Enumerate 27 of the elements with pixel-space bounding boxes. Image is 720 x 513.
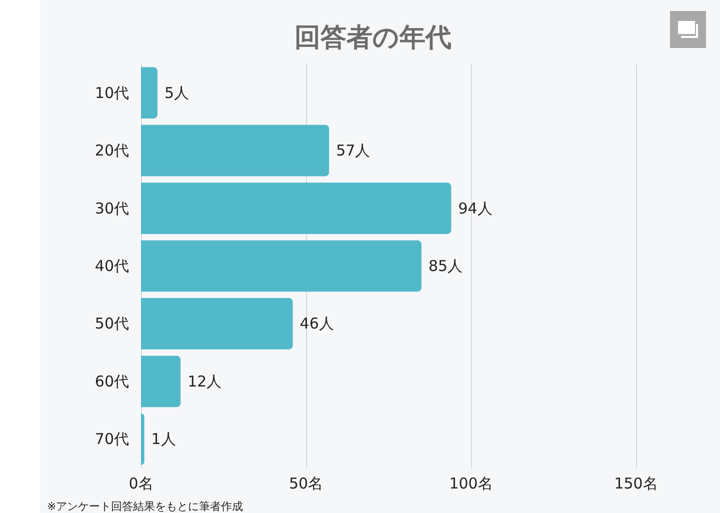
data-label: 12人 <box>188 372 222 390</box>
data-label: 1人 <box>151 430 176 448</box>
bar <box>141 182 452 234</box>
data-label: 85人 <box>428 257 463 275</box>
y-tick-label: 50代 <box>94 314 129 333</box>
x-tick-label: 0名 <box>128 474 154 492</box>
text: ※アンケート回答結果をもとに筆者作成 <box>47 500 244 513</box>
y-tick-label: 30代 <box>94 199 129 218</box>
bar <box>141 240 422 292</box>
data-label: 57人 <box>336 142 370 160</box>
x-tick-label: 150名 <box>614 474 658 492</box>
chart-title: 回答者の年代 <box>294 23 452 53</box>
y-tick-label: 70代 <box>94 430 129 448</box>
x-tick-label: 50名 <box>288 474 324 492</box>
data-label: 5人 <box>164 84 190 102</box>
data-label: 94人 <box>458 199 492 218</box>
x-tick-label: 100名 <box>449 474 493 492</box>
bar <box>141 67 158 119</box>
data-label: 46人 <box>300 314 334 333</box>
bar <box>141 298 293 350</box>
y-tick-label: 40代 <box>94 257 129 275</box>
bar <box>141 124 330 176</box>
y-tick-label: 20代 <box>94 142 129 160</box>
bar <box>141 356 181 408</box>
y-tick-label: 60代 <box>94 372 129 390</box>
y-tick-label: 10代 <box>94 84 129 102</box>
bar <box>141 413 144 465</box>
